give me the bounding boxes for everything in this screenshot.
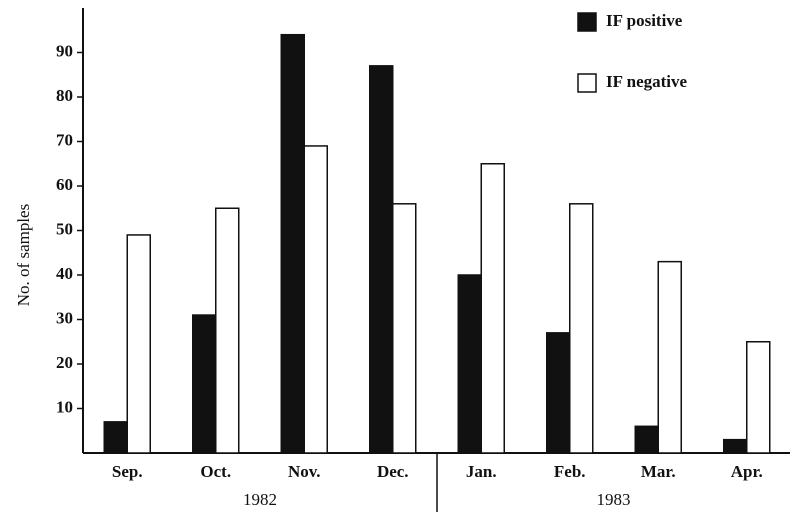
bar xyxy=(480,163,505,454)
x-tick-label: Apr. xyxy=(731,462,763,481)
bar xyxy=(657,260,682,454)
y-axis-title: No. of samples xyxy=(14,204,33,306)
y-tick-label: 60 xyxy=(56,175,73,194)
group-label: 1982 xyxy=(243,490,277,509)
x-tick-label: Feb. xyxy=(554,462,586,481)
x-tick-label: Dec. xyxy=(377,462,409,481)
x-tick-label: Mar. xyxy=(641,462,676,481)
bar xyxy=(392,203,417,454)
bar xyxy=(457,274,482,454)
legend-label: IF negative xyxy=(606,72,688,91)
y-tick-label: 80 xyxy=(56,86,73,105)
legend-swatch xyxy=(577,12,597,32)
y-tick-label: 50 xyxy=(56,219,73,238)
bar xyxy=(103,421,128,454)
bar xyxy=(634,425,659,454)
bar xyxy=(723,438,748,454)
x-tick-label: Jan. xyxy=(466,462,497,481)
group-label: 1983 xyxy=(597,490,631,509)
bar xyxy=(369,65,394,454)
bar xyxy=(746,341,771,454)
bar xyxy=(280,33,305,454)
bar xyxy=(569,203,594,454)
y-tick-label: 40 xyxy=(56,264,73,283)
x-tick-label: Oct. xyxy=(200,462,231,481)
y-tick-label: 90 xyxy=(56,41,73,60)
y-tick-label: 30 xyxy=(56,308,73,327)
x-tick-label: Sep. xyxy=(112,462,143,481)
y-tick-label: 20 xyxy=(56,353,73,372)
bar xyxy=(215,207,240,454)
bar xyxy=(303,145,328,454)
y-tick-label: 70 xyxy=(56,130,73,149)
y-tick-label: 10 xyxy=(56,397,73,416)
bar xyxy=(192,314,217,454)
bar xyxy=(546,332,571,454)
bar xyxy=(126,234,151,454)
x-tick-label: Nov. xyxy=(288,462,321,481)
legend-label: IF positive xyxy=(606,11,683,30)
legend-swatch xyxy=(577,73,597,93)
